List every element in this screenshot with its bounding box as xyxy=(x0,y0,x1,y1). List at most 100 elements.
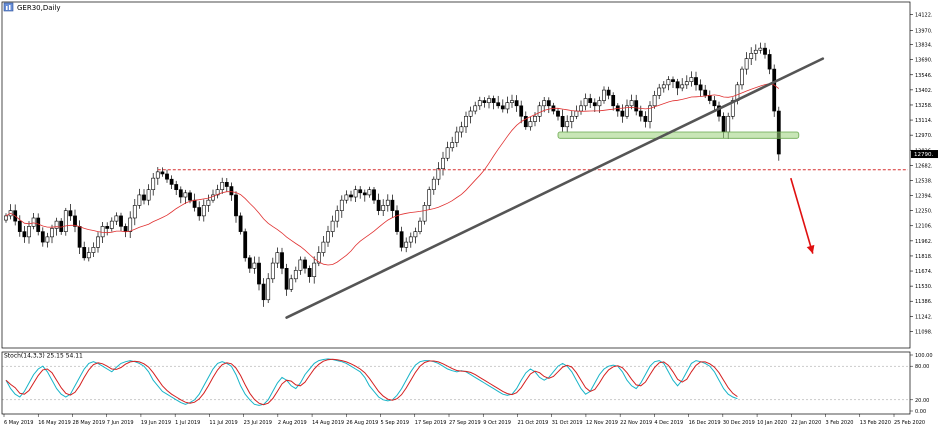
candlestick xyxy=(689,71,694,87)
candle-body xyxy=(565,121,570,128)
chart-overlays xyxy=(5,57,908,319)
moving-average-line xyxy=(5,83,780,266)
candle-body xyxy=(178,189,183,198)
candle-body xyxy=(243,231,248,259)
candlestick xyxy=(17,215,22,237)
candlestick xyxy=(169,175,174,189)
candle-body xyxy=(597,100,602,107)
candlestick xyxy=(583,93,588,111)
stochastic-signal-line xyxy=(5,358,738,406)
candle-body xyxy=(395,210,399,232)
candle-body xyxy=(730,100,735,117)
candlestick xyxy=(537,101,542,122)
candle-body xyxy=(611,95,616,107)
candlestick xyxy=(431,176,436,195)
stochastic-main-line xyxy=(5,358,738,406)
candle-body xyxy=(717,105,721,117)
candlestick xyxy=(680,78,685,92)
candlestick xyxy=(648,101,652,129)
date-tick-label: 17 Sep 2019 xyxy=(415,420,447,426)
candlestick xyxy=(270,257,275,283)
candlestick xyxy=(146,184,151,206)
candlestick xyxy=(740,66,744,90)
candle-body xyxy=(54,220,59,229)
candlestick xyxy=(385,194,390,212)
support-zone xyxy=(557,131,800,139)
candle-body xyxy=(238,215,243,232)
candle-body xyxy=(132,205,137,219)
date-tick-label: 16 Dec 2019 xyxy=(689,420,721,426)
down-arrow-head xyxy=(806,244,815,254)
candlestick-series xyxy=(4,42,781,307)
candlestick xyxy=(445,141,450,162)
candlestick xyxy=(178,186,183,204)
candlestick xyxy=(73,209,77,233)
oscillator-tick-label: 0.00 xyxy=(915,409,926,415)
candlestick xyxy=(362,189,367,202)
candle-body xyxy=(96,236,100,248)
candlestick xyxy=(528,117,533,131)
current-price-tag xyxy=(911,150,938,159)
candle-body xyxy=(772,68,777,112)
candlestick xyxy=(280,247,284,275)
candle-body xyxy=(634,100,639,112)
candle-body xyxy=(284,268,289,290)
candlestick xyxy=(592,98,597,112)
candle-body xyxy=(316,252,321,264)
candle-body xyxy=(418,220,422,232)
candlestick xyxy=(666,76,671,91)
candle-body xyxy=(592,102,597,107)
price-tick-label: 11098. xyxy=(915,329,933,335)
candle-body xyxy=(657,87,662,96)
price-tick-label: 11674. xyxy=(915,269,933,275)
candle-body xyxy=(629,100,634,107)
candlestick xyxy=(298,256,303,275)
candle-body xyxy=(606,89,611,96)
candle-body xyxy=(119,215,123,227)
candlestick xyxy=(477,96,482,110)
candle-body xyxy=(643,115,648,122)
candlestick xyxy=(197,201,202,221)
candlestick xyxy=(353,185,358,203)
candlestick xyxy=(367,186,372,198)
chart-window-header: GER30,Daily xyxy=(3,2,61,12)
candlestick xyxy=(505,96,510,114)
candle-body xyxy=(330,220,335,232)
candle-body xyxy=(211,194,215,201)
candle-body xyxy=(588,98,593,103)
candlestick xyxy=(372,187,376,204)
candle-body xyxy=(579,105,583,112)
candlestick xyxy=(542,96,547,113)
candlestick xyxy=(772,64,777,117)
candlestick xyxy=(459,121,464,138)
candlestick xyxy=(487,95,491,109)
candlestick xyxy=(436,162,441,186)
candlestick xyxy=(625,99,629,119)
candlestick xyxy=(675,78,680,96)
candlestick xyxy=(284,263,289,296)
date-tick-label: 27 Sep 2019 xyxy=(449,420,481,426)
candle-body xyxy=(533,115,537,122)
candle-body xyxy=(620,110,625,117)
candle-body xyxy=(358,189,363,194)
candlestick xyxy=(344,190,349,204)
candlestick xyxy=(491,95,496,110)
candlestick xyxy=(109,217,114,232)
candlestick xyxy=(266,273,271,304)
candlestick xyxy=(744,52,749,75)
candle-body xyxy=(749,53,754,59)
candle-body xyxy=(82,247,87,259)
stochastic-label: Stoch(14,3,3) 25.15 54.11 xyxy=(4,353,83,360)
candlestick xyxy=(482,97,487,108)
candlestick xyxy=(602,86,606,104)
candle-body xyxy=(648,105,652,122)
candlestick xyxy=(556,108,560,121)
candle-body xyxy=(496,102,501,107)
date-tick-label: 26 Aug 2019 xyxy=(346,420,378,426)
candlestick xyxy=(45,232,50,248)
candle-body xyxy=(372,189,376,201)
candle-body xyxy=(206,199,211,206)
candlestick xyxy=(96,232,100,253)
